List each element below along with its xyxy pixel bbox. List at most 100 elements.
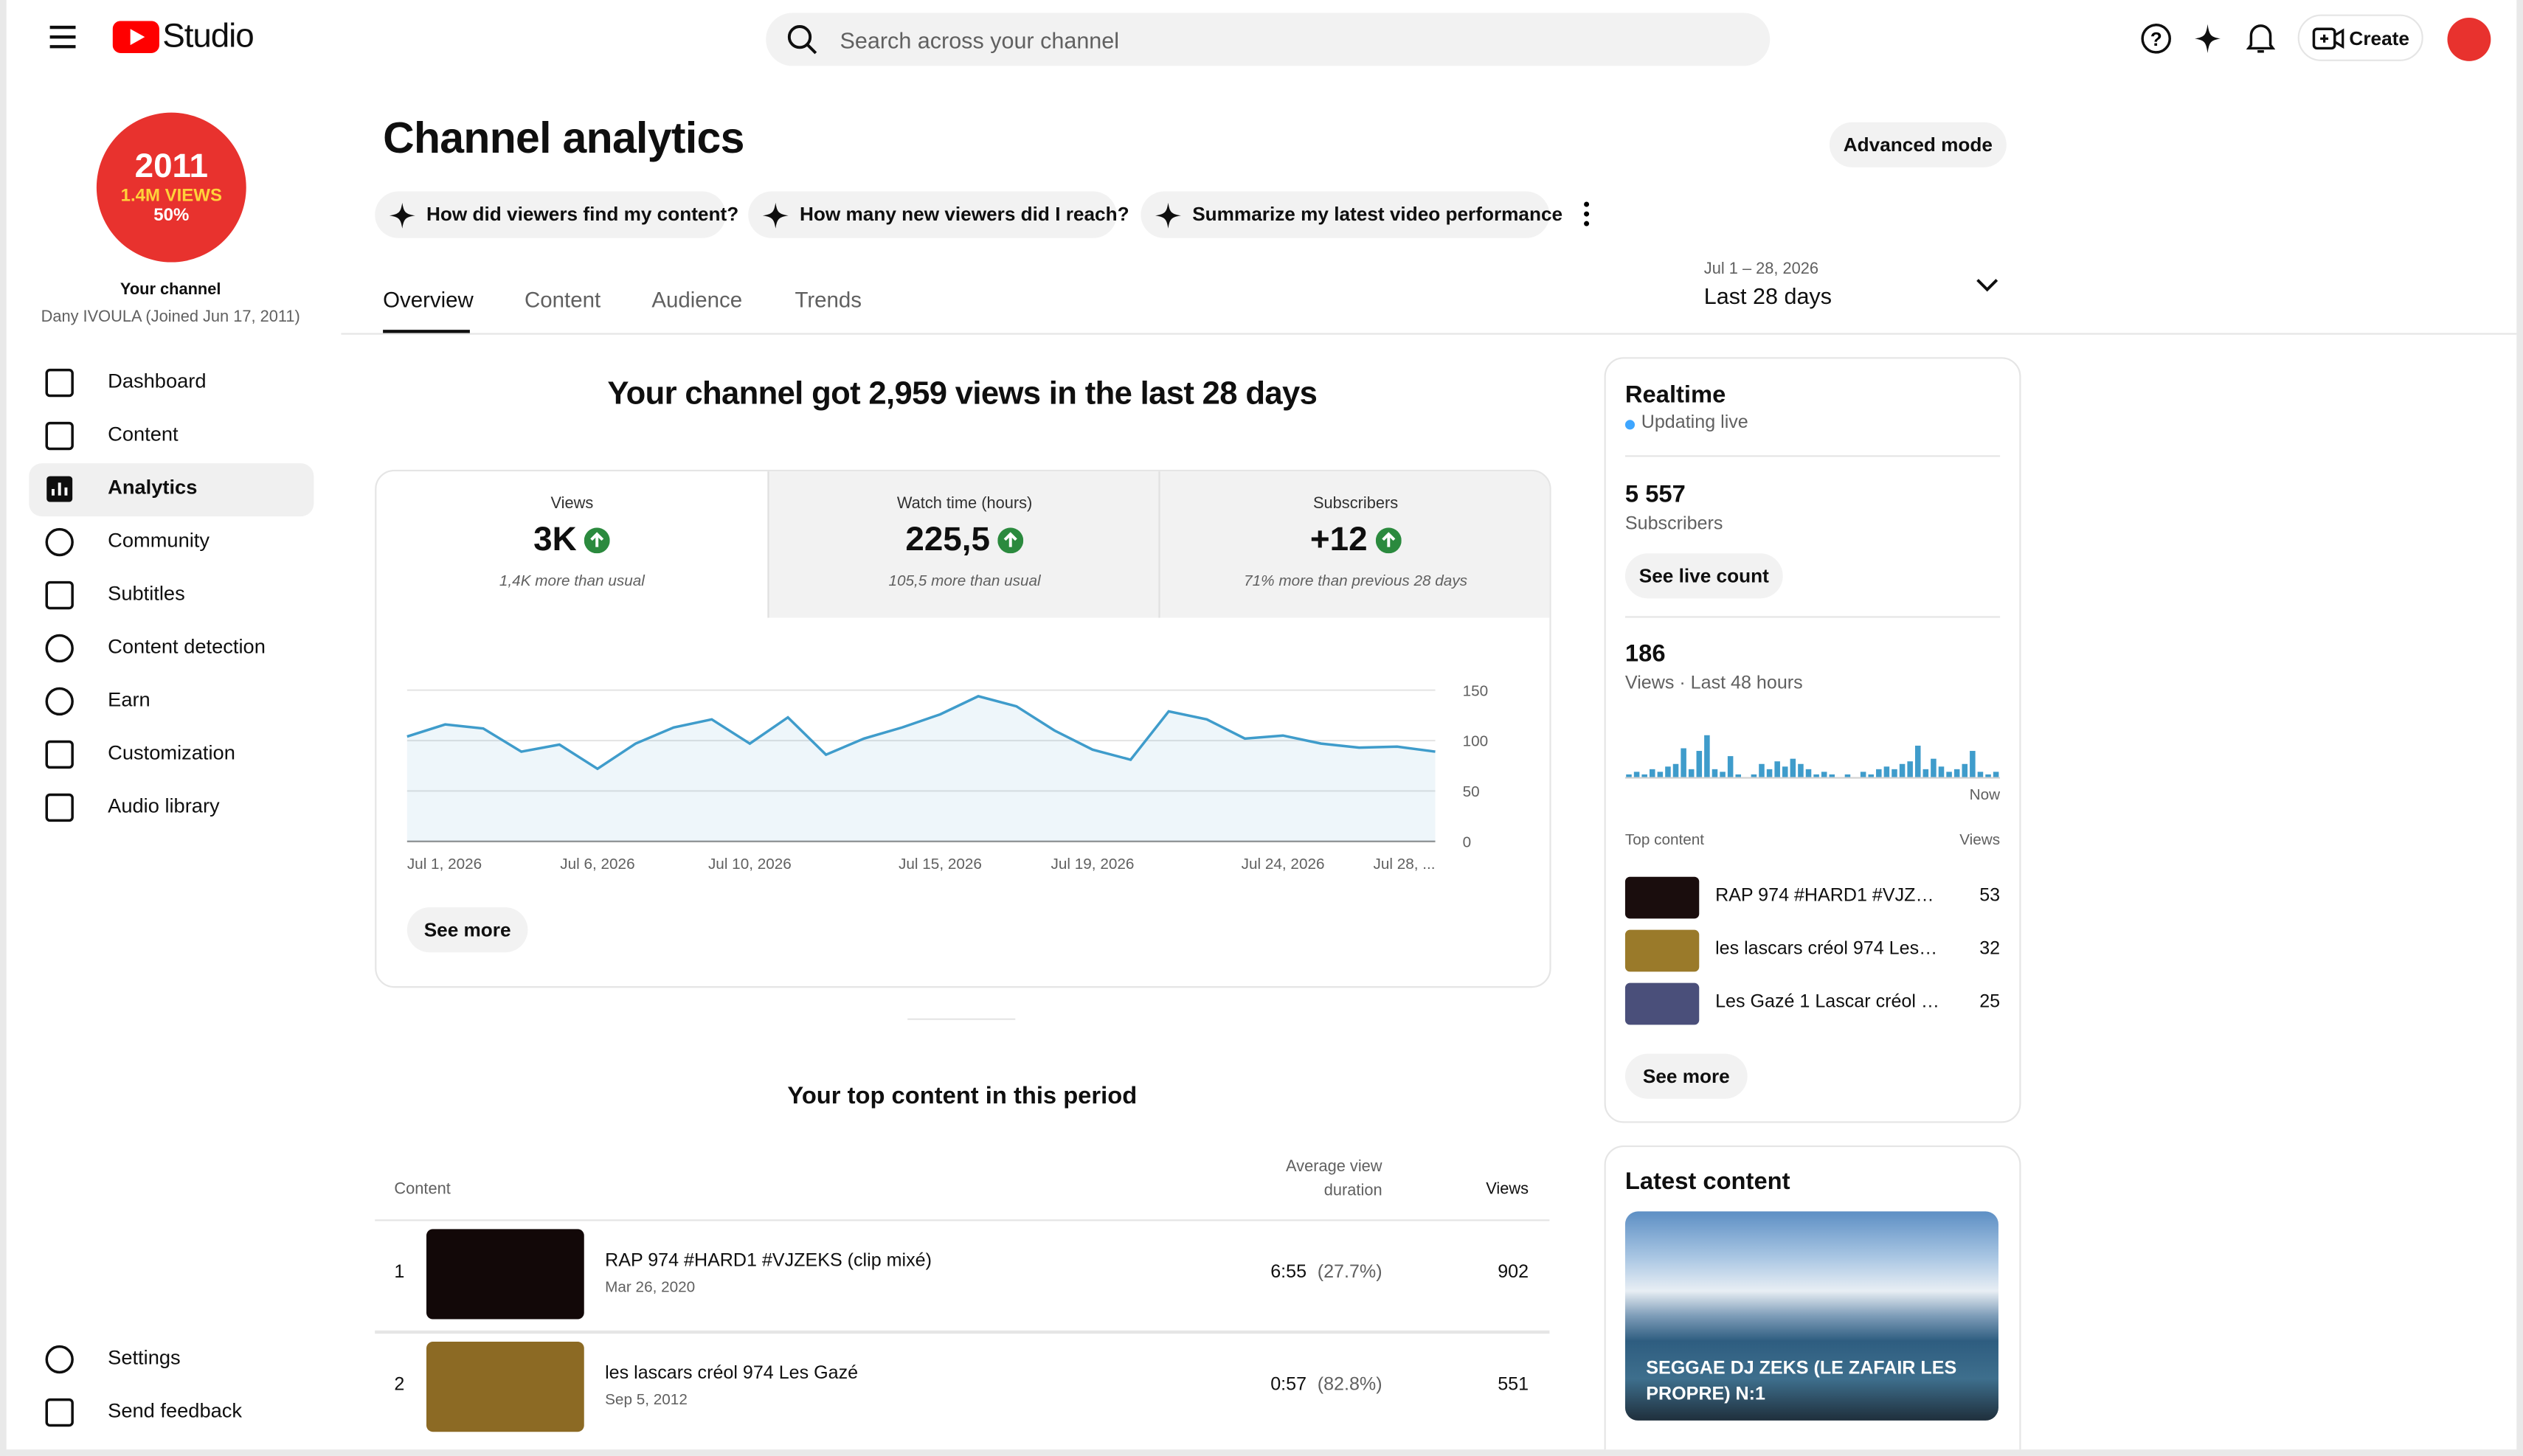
- nav-icon: [45, 740, 74, 769]
- nav-icon: [45, 368, 74, 398]
- bar: [1922, 769, 1929, 777]
- item-thumbnail[interactable]: [1624, 982, 1700, 1025]
- tab[interactable]: Trends: [795, 288, 862, 313]
- bar: [1970, 751, 1976, 777]
- nav-selected-bg: [29, 463, 314, 517]
- nav-item[interactable]: Earn: [108, 688, 150, 712]
- create-button[interactable]: Create: [2297, 14, 2423, 61]
- latest-video-title: SEGGAE DJ ZEKS (LE ZAFAIR LES PROPRE) N:…: [1646, 1359, 1957, 1405]
- nav-item[interactable]: Dashboard: [108, 370, 207, 393]
- tab[interactable]: Overview: [383, 288, 474, 313]
- advanced-mode-button[interactable]: Advanced mode: [1829, 122, 2007, 167]
- video-title[interactable]: RAP 974 #HARD1 #VJZEKS (clip mixé): [605, 1251, 932, 1272]
- item-views: 25: [1979, 992, 2001, 1012]
- nav-item[interactable]: Content: [108, 423, 179, 446]
- prompt-chip[interactable]: How did viewers find my content?: [375, 191, 738, 238]
- channel-avatar[interactable]: 2011 1.4M VIEWS 50%: [96, 112, 246, 263]
- header-content: Content: [394, 1180, 451, 1199]
- up-icon: [997, 527, 1024, 554]
- duration: 0:57: [1270, 1375, 1307, 1396]
- bar: [1657, 772, 1664, 777]
- thumbnail[interactable]: [426, 1229, 584, 1320]
- bar: [1907, 761, 1913, 777]
- latest-thumbnail[interactable]: SEGGAE DJ ZEKS (LE ZAFAIR LES PROPRE) N:…: [1624, 1211, 1998, 1421]
- help-icon[interactable]: ?: [2140, 23, 2173, 55]
- avatar-percent: 50%: [153, 206, 190, 226]
- live-count-button[interactable]: See live count: [1624, 553, 1783, 599]
- more-icon[interactable]: [1580, 199, 1593, 228]
- live-dot: [1624, 420, 1636, 430]
- nav-item[interactable]: Analytics: [108, 476, 198, 499]
- tab[interactable]: Content: [525, 288, 601, 313]
- bar: [1946, 772, 1952, 777]
- video-title[interactable]: les lascars créol 974 Les Gazé: [605, 1364, 859, 1384]
- thumbnail[interactable]: [426, 1342, 584, 1432]
- logo-text[interactable]: Studio: [162, 17, 254, 55]
- bar: [1805, 769, 1812, 777]
- bar: [1641, 774, 1647, 777]
- prompt-chip[interactable]: Summarize my latest video performance: [1141, 191, 1562, 238]
- item-title[interactable]: RAP 974 #HARD1 #VJZEKS (clip mixé): [1715, 886, 1940, 906]
- metric-tab[interactable]: Subscribers +12 71% more than previous 28 …: [1158, 471, 1550, 618]
- nav-item[interactable]: Community: [108, 529, 210, 552]
- area: [406, 696, 1436, 842]
- bar: [1735, 774, 1741, 777]
- bar: [1650, 769, 1655, 777]
- tab-underline: [383, 330, 470, 333]
- bell-icon[interactable]: [2246, 21, 2276, 55]
- bar: [1931, 758, 1937, 777]
- views-chart: 0 50 100 150 Jul 1, 2026 Jul 6, 2026 Jul 10, 2…: [406, 682, 1489, 873]
- nav-icon: [45, 1398, 74, 1427]
- metric-note: 105,5 more than usual: [888, 572, 1041, 591]
- views: 551: [1498, 1375, 1529, 1396]
- bar: [1790, 758, 1796, 777]
- see-more-button[interactable]: See more: [406, 907, 528, 953]
- search-bar[interactable]: Search across your channel: [766, 13, 1771, 66]
- nav-item[interactable]: Content detection: [108, 635, 266, 659]
- bar: [1727, 756, 1734, 777]
- metric-tab[interactable]: Watch time (hours) 225,5 105,5 more than u…: [767, 471, 1159, 618]
- prompt-chip[interactable]: How many new viewers did I reach?: [748, 191, 1129, 238]
- row-divider: [375, 1330, 1550, 1332]
- rank: 2: [394, 1375, 405, 1396]
- nav-item[interactable]: Send feedback: [108, 1399, 243, 1423]
- bar: [1953, 769, 1960, 777]
- account-avatar[interactable]: [2447, 17, 2491, 61]
- metric-tab[interactable]: Views 3K 1,4K more than usual: [376, 471, 768, 618]
- metric-value: 3K: [533, 521, 577, 558]
- item-thumbnail[interactable]: [1624, 929, 1700, 972]
- realtime-chart: Now: [1624, 735, 2001, 800]
- x-tick-label: Jul 28, ...: [1373, 856, 1435, 873]
- item-title[interactable]: les lascars créol 974 Les Gazé: [1715, 939, 1940, 959]
- header-avd: Average view duration: [1286, 1158, 1382, 1201]
- menu-icon[interactable]: [48, 24, 77, 50]
- video-date: Mar 26, 2020: [605, 1278, 696, 1297]
- nav-item[interactable]: Settings: [108, 1346, 181, 1370]
- nav-item[interactable]: Subtitles: [108, 582, 185, 606]
- sparkle-icon: [762, 202, 789, 229]
- bar: [1876, 769, 1882, 777]
- item-thumbnail[interactable]: [1624, 876, 1700, 919]
- y-tick-label: 150: [1463, 682, 1489, 699]
- tab[interactable]: Audience: [651, 288, 743, 313]
- sparkle-icon[interactable]: [2193, 23, 2222, 55]
- bar: [1712, 769, 1718, 777]
- see-more-button[interactable]: See more: [1624, 1053, 1748, 1099]
- row-divider: [375, 1331, 1550, 1334]
- avatar-views: 1.4M VIEWS: [120, 187, 222, 207]
- metric-value: +12: [1309, 521, 1368, 558]
- nav-item[interactable]: Audio library: [108, 794, 220, 818]
- bar: [1720, 772, 1726, 777]
- your-channel: Your channel: [120, 281, 221, 299]
- svg-text:?: ?: [2150, 28, 2162, 50]
- logo-icon[interactable]: [112, 21, 161, 53]
- bar: [1626, 774, 1632, 777]
- nav-icon: [45, 421, 74, 451]
- nav-item[interactable]: Customization: [108, 741, 235, 765]
- divider: [1624, 616, 2001, 618]
- dropdown-icon[interactable]: [1976, 277, 1998, 293]
- search-icon: [787, 25, 817, 55]
- period[interactable]: Last 28 days: [1703, 282, 1832, 309]
- item-title[interactable]: Les Gazé 1 Lascar créol 974: [1715, 992, 1941, 1012]
